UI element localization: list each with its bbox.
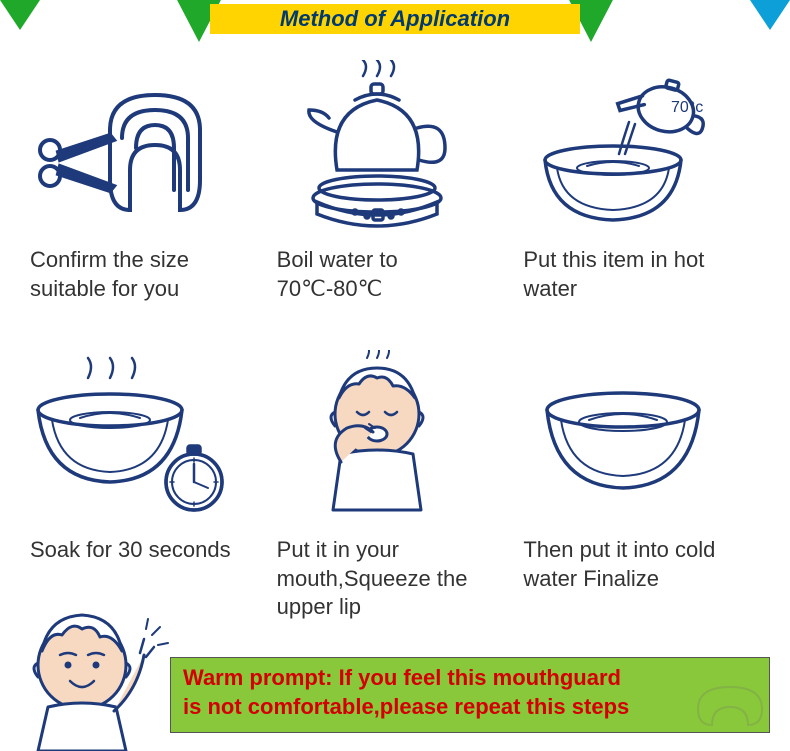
prompt-line1: Warm prompt: If you feel this mouthguard — [183, 664, 757, 693]
step-2: Boil water to 70℃-80℃ — [277, 60, 514, 340]
step3-caption: Put this item in hot water — [523, 246, 753, 303]
steps-grid: Confirm the size suitable for you — [0, 50, 790, 630]
mouthguard-watermark-icon — [690, 679, 770, 729]
step5-caption: Put it in your mouth,Squeeze the upper l… — [277, 536, 507, 622]
step6-icon — [523, 350, 723, 530]
page-title: Method of Application — [210, 4, 580, 34]
step6-caption: Then put it into cold water Finalize — [523, 536, 753, 593]
warm-prompt-box: Warm prompt: If you feel this mouthguard… — [170, 657, 770, 733]
temp-label: 70°c — [671, 99, 703, 116]
step-6: Then put it into cold water Finalize — [523, 350, 760, 630]
step3-icon: 70°c — [523, 60, 723, 240]
step2-icon — [277, 60, 477, 240]
step1-icon — [30, 60, 230, 240]
step2-caption: Boil water to 70℃-80℃ — [277, 246, 507, 303]
step1-caption: Confirm the size suitable for you — [30, 246, 260, 303]
step4-icon — [30, 350, 230, 530]
step4-caption: Soak for 30 seconds — [30, 536, 231, 565]
step5-icon — [277, 350, 477, 530]
prompt-line2: is not comfortable,please repeat this st… — [183, 693, 757, 722]
step-3: 70°c Put this item in hot water — [523, 60, 760, 340]
triangle-decor — [0, 0, 44, 30]
step-1: Confirm the size suitable for you — [30, 60, 267, 340]
boy-pointing-icon — [20, 581, 170, 751]
step-5: Put it in your mouth,Squeeze the upper l… — [277, 350, 514, 630]
header: Method of Application — [0, 0, 790, 50]
triangle-decor — [746, 0, 790, 30]
